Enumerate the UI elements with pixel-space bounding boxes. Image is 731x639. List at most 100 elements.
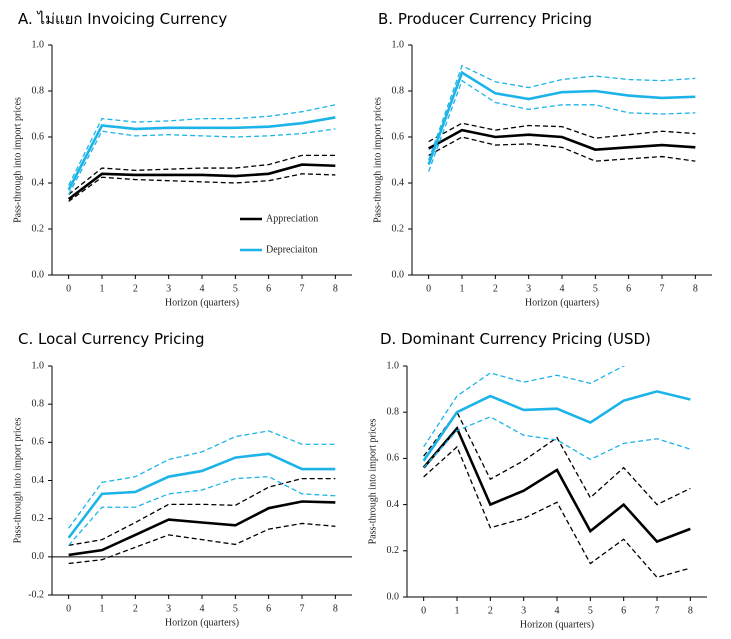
line [422, 390, 691, 462]
y-tick-label: 0.6 [392, 131, 405, 142]
y-tick-label: 0.0 [32, 551, 45, 562]
line [68, 500, 336, 557]
chart-title: A. ไม่แยก Invoicing Currency [18, 10, 227, 28]
y-tick-label: 0.6 [32, 131, 45, 142]
legend-label: Depreciaiton [266, 244, 318, 255]
y-tick-label: 1.0 [32, 39, 45, 50]
y-tick-label: 0.8 [392, 85, 405, 96]
y-axis-label: Pass-through into import prices [12, 97, 23, 223]
x-tick-label: 8 [693, 283, 698, 294]
x-tick-label: 3 [526, 283, 531, 294]
x-tick-label: 6 [266, 283, 271, 294]
x-axis-label: Horizon (quarters) [165, 617, 239, 628]
x-tick-label: 8 [333, 283, 338, 294]
x-tick-label: 5 [593, 283, 598, 294]
x-tick-label: 8 [333, 603, 338, 614]
x-tick-label: 0 [421, 605, 426, 616]
x-axis-label: Horizon (quarters) [520, 619, 594, 630]
y-tick-label: 1.0 [392, 39, 405, 50]
x-tick-label: 0 [66, 603, 71, 614]
x-axis-label: Horizon (quarters) [165, 297, 239, 308]
lower-band [428, 136, 696, 162]
x-tick-label: 6 [621, 605, 626, 616]
y-tick-label: 0.0 [392, 269, 405, 280]
x-tick-label: 7 [300, 603, 305, 614]
x-tick-label: 7 [300, 283, 305, 294]
line [67, 116, 336, 191]
plot-area [422, 366, 691, 579]
upper-band [423, 366, 626, 448]
y-tick-label: 0.8 [32, 398, 45, 409]
y-axis-label: Pass-through into import prices [372, 97, 383, 223]
upper-band [68, 430, 336, 529]
panel: D. Dominant Currency Pricing (USD) 0.0 0.2… [367, 330, 707, 630]
lower-band [68, 173, 336, 202]
x-tick-label: 1 [100, 283, 105, 294]
x-tick-label: 7 [655, 605, 660, 616]
x-tick-label: 4 [560, 283, 565, 294]
x-tick-label: 3 [521, 605, 526, 616]
plot-area [67, 430, 336, 565]
line [428, 128, 696, 151]
x-tick-label: 3 [166, 283, 171, 294]
y-tick-label: 0.4 [32, 177, 45, 188]
line [422, 425, 691, 544]
y-axis-label: Pass-through into import prices [12, 417, 23, 543]
upper-band [68, 104, 336, 186]
plot-area [427, 64, 696, 172]
lower-band [428, 79, 696, 172]
upper-band [428, 64, 696, 161]
y-tick-label: 1.0 [32, 360, 45, 371]
y-tick-label: 0.2 [387, 545, 400, 556]
line [67, 452, 336, 539]
x-axis-label: Horizon (quarters) [525, 297, 599, 308]
x-tick-label: 2 [133, 603, 138, 614]
upper-band [428, 122, 696, 143]
x-tick-label: 4 [555, 605, 560, 616]
y-tick-label: 0.2 [32, 513, 45, 524]
x-tick-label: 2 [488, 605, 493, 616]
y-tick-label: 0.8 [387, 406, 400, 417]
panel: C. Local Currency Pricing -0.2 0.0 0.2 0.4 0.… [12, 330, 352, 628]
chart-title: B. Producer Currency Pricing [378, 10, 592, 28]
lower-band [68, 128, 336, 195]
y-tick-label: 0.2 [392, 223, 405, 234]
x-tick-label: 2 [133, 283, 138, 294]
line [67, 163, 336, 201]
y-tick-label: 0.4 [392, 177, 405, 188]
y-tick-label: 1.0 [387, 360, 400, 371]
x-tick-label: 2 [493, 283, 498, 294]
lower-band [423, 445, 691, 579]
panel: A. ไม่แยก Invoicing Currency 0.0 0.2 0.4 0.6… [12, 10, 352, 308]
y-tick-label: 0.0 [32, 269, 45, 280]
y-tick-label: -0.2 [28, 589, 44, 600]
line [427, 70, 696, 166]
chart-title: D. Dominant Currency Pricing (USD) [380, 330, 651, 348]
x-tick-label: 7 [660, 283, 665, 294]
x-tick-label: 1 [100, 603, 105, 614]
y-tick-label: 0.8 [32, 85, 45, 96]
x-tick-label: 5 [233, 283, 238, 294]
x-tick-label: 6 [626, 283, 631, 294]
y-axis-label: Pass-through into import prices [367, 418, 378, 544]
chart-title: C. Local Currency Pricing [18, 330, 205, 348]
x-tick-label: 4 [200, 283, 205, 294]
x-tick-label: 4 [200, 603, 205, 614]
y-tick-label: 0.4 [32, 475, 45, 486]
y-tick-label: 0.0 [387, 591, 400, 602]
x-tick-label: 0 [66, 283, 71, 294]
x-tick-label: 6 [266, 603, 271, 614]
y-tick-label: 0.6 [387, 453, 400, 464]
plot-area [67, 104, 336, 202]
panel: B. Producer Currency Pricing 0.0 0.2 0.4 0.6… [372, 10, 712, 308]
x-tick-label: 5 [588, 605, 593, 616]
x-tick-label: 0 [426, 283, 431, 294]
upper-band [423, 410, 691, 506]
legend-label: Appreciation [266, 213, 318, 224]
x-tick-label: 1 [460, 283, 465, 294]
upper-band [68, 477, 336, 547]
x-tick-label: 5 [233, 603, 238, 614]
lower-band [68, 522, 336, 565]
upper-band [68, 154, 336, 196]
